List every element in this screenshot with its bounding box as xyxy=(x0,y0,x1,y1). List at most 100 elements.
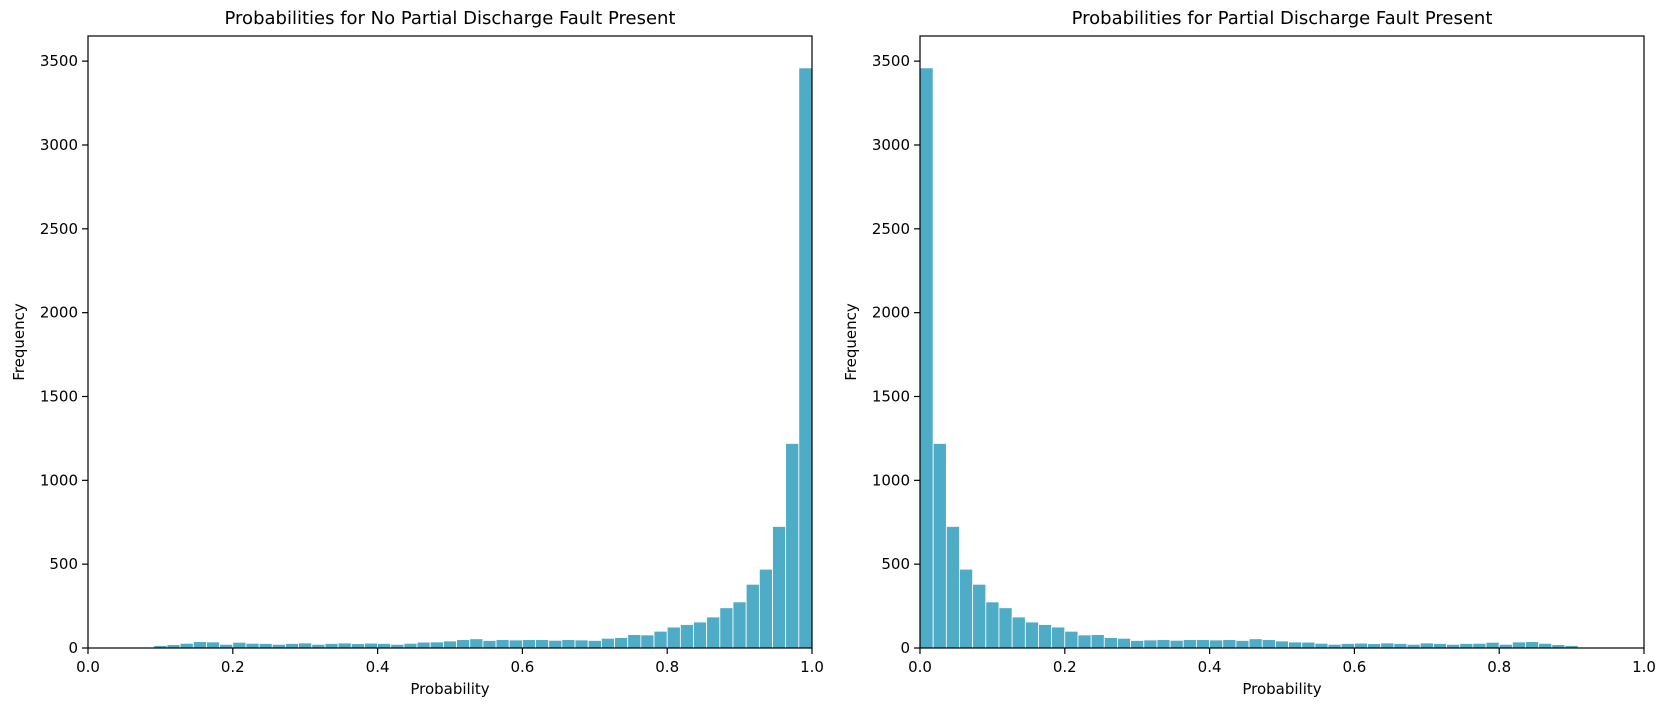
histogram-bar xyxy=(945,526,960,649)
histogram-bar xyxy=(693,621,708,649)
histogram-bar xyxy=(416,641,431,649)
histogram-bar xyxy=(469,638,484,649)
histogram-bar xyxy=(1511,641,1526,649)
histogram-bar xyxy=(495,639,510,649)
histogram-bar xyxy=(1182,639,1197,649)
histogram-bar xyxy=(614,637,629,649)
histogram-bar xyxy=(508,639,523,649)
histogram-bar xyxy=(1090,634,1105,649)
histogram-bar xyxy=(429,641,444,649)
histogram-bar xyxy=(1261,639,1276,649)
histogram-bar xyxy=(600,637,615,649)
histogram-bar xyxy=(1077,634,1092,649)
y-tick-label: 0 xyxy=(900,639,910,657)
chart-panel-2: 0.0 0.2 0.4 0.6 0.8 1.0 0 500 1000 1500 2000 2500 30… xyxy=(842,8,1656,698)
histogram-bar xyxy=(1314,642,1329,649)
x-tick-label: 0.6 xyxy=(1342,658,1366,676)
y-tick-label: 2000 xyxy=(40,304,78,322)
histogram-bar xyxy=(245,642,260,649)
x-tick-label: 0.0 xyxy=(908,658,932,676)
histogram-bar xyxy=(1235,640,1250,649)
histogram-bar xyxy=(1380,642,1395,649)
plot-frame xyxy=(919,35,1645,649)
histogram-bar xyxy=(998,607,1013,649)
y-tick-label: 0 xyxy=(68,639,78,657)
chart-title: Probabilities for No Partial Discharge F… xyxy=(225,8,676,29)
histogram-bar xyxy=(1275,640,1289,649)
x-tick-label: 0.6 xyxy=(510,658,534,676)
histogram-bar xyxy=(798,67,813,649)
histogram-bar xyxy=(1525,641,1540,649)
histogram-bar xyxy=(785,443,800,649)
histogram-bar xyxy=(206,641,221,649)
y-axis-ticks: 0 500 1000 1500 2000 2500 3000 3500 xyxy=(872,52,920,657)
histogram-bar xyxy=(574,639,589,649)
histogram-bar xyxy=(1340,643,1355,649)
histogram-bar xyxy=(258,643,273,649)
histogram-bar xyxy=(337,642,352,649)
histogram-bar xyxy=(587,640,602,649)
chart-panel-1: 0.0 0.2 0.4 0.6 0.8 1.0 0 500 1000 1500 2000 2500 30… xyxy=(10,8,824,698)
x-tick-label: 0.8 xyxy=(655,658,679,676)
histogram-bars xyxy=(919,67,1579,649)
y-tick-label: 1500 xyxy=(40,387,78,405)
y-tick-label: 3000 xyxy=(872,136,910,154)
x-tick-label: 0.8 xyxy=(1487,658,1511,676)
histogram-bar xyxy=(1367,643,1382,649)
y-tick-label: 500 xyxy=(881,555,910,573)
x-tick-label: 0.2 xyxy=(1053,658,1077,676)
y-axis-ticks: 0 500 1000 1500 2000 2500 3000 3500 xyxy=(40,52,88,657)
histogram-bar xyxy=(653,630,668,649)
histogram-bar xyxy=(666,626,681,649)
histogram-bar xyxy=(1432,643,1447,649)
y-axis-label: Frequency xyxy=(842,303,860,381)
histogram-bar xyxy=(1459,643,1474,649)
histogram-bar xyxy=(1130,640,1145,649)
histogram-bar xyxy=(959,568,974,649)
histogram-bar xyxy=(1038,624,1053,649)
histogram-bar xyxy=(350,643,365,649)
histogram-bar xyxy=(745,583,760,649)
x-axis-label: Probability xyxy=(1242,680,1321,698)
histogram-bar xyxy=(719,607,734,649)
chart-title: Probabilities for Partial Discharge Faul… xyxy=(1072,8,1493,29)
histogram-bar xyxy=(679,624,694,649)
histogram-bar xyxy=(1103,637,1118,649)
histogram-bar xyxy=(179,642,194,649)
histogram-bar xyxy=(377,643,392,649)
histogram-bar xyxy=(932,443,947,649)
y-tick-label: 500 xyxy=(49,555,78,573)
histogram-bar xyxy=(758,568,773,649)
histogram-bar xyxy=(192,641,207,649)
histogram-bar xyxy=(232,641,247,649)
histogram-bar xyxy=(1288,641,1303,649)
x-tick-label: 1.0 xyxy=(1632,658,1656,676)
histogram-bar xyxy=(1248,638,1263,649)
histogram-bar xyxy=(640,634,655,649)
x-tick-label: 1.0 xyxy=(800,658,824,676)
histogram-bar xyxy=(1354,642,1368,649)
histogram-bars xyxy=(153,67,813,649)
histogram-bar xyxy=(1419,642,1434,649)
histogram-bar xyxy=(1222,639,1237,649)
histogram-bar xyxy=(772,526,787,649)
histogram-bar xyxy=(919,67,934,649)
histogram-bar xyxy=(1064,630,1079,649)
histogram-bar xyxy=(285,643,299,649)
x-axis-ticks: 0.0 0.2 0.4 0.6 0.8 1.0 xyxy=(76,648,824,676)
histogram-bar xyxy=(1024,621,1039,649)
histogram-bar xyxy=(561,639,576,649)
y-tick-label: 2000 xyxy=(872,304,910,322)
histogram-bar xyxy=(535,639,550,649)
x-tick-label: 0.4 xyxy=(1198,658,1222,676)
y-tick-label: 1000 xyxy=(872,471,910,489)
histogram-bar xyxy=(298,642,313,649)
plot-frame xyxy=(87,35,813,649)
x-tick-label: 0.2 xyxy=(221,658,245,676)
x-axis-ticks: 0.0 0.2 0.4 0.6 0.8 1.0 xyxy=(908,648,1656,676)
x-tick-label: 0.4 xyxy=(366,658,390,676)
y-tick-label: 3500 xyxy=(40,52,78,70)
histogram-bar xyxy=(1472,642,1487,649)
x-axis-label: Probability xyxy=(410,680,489,698)
